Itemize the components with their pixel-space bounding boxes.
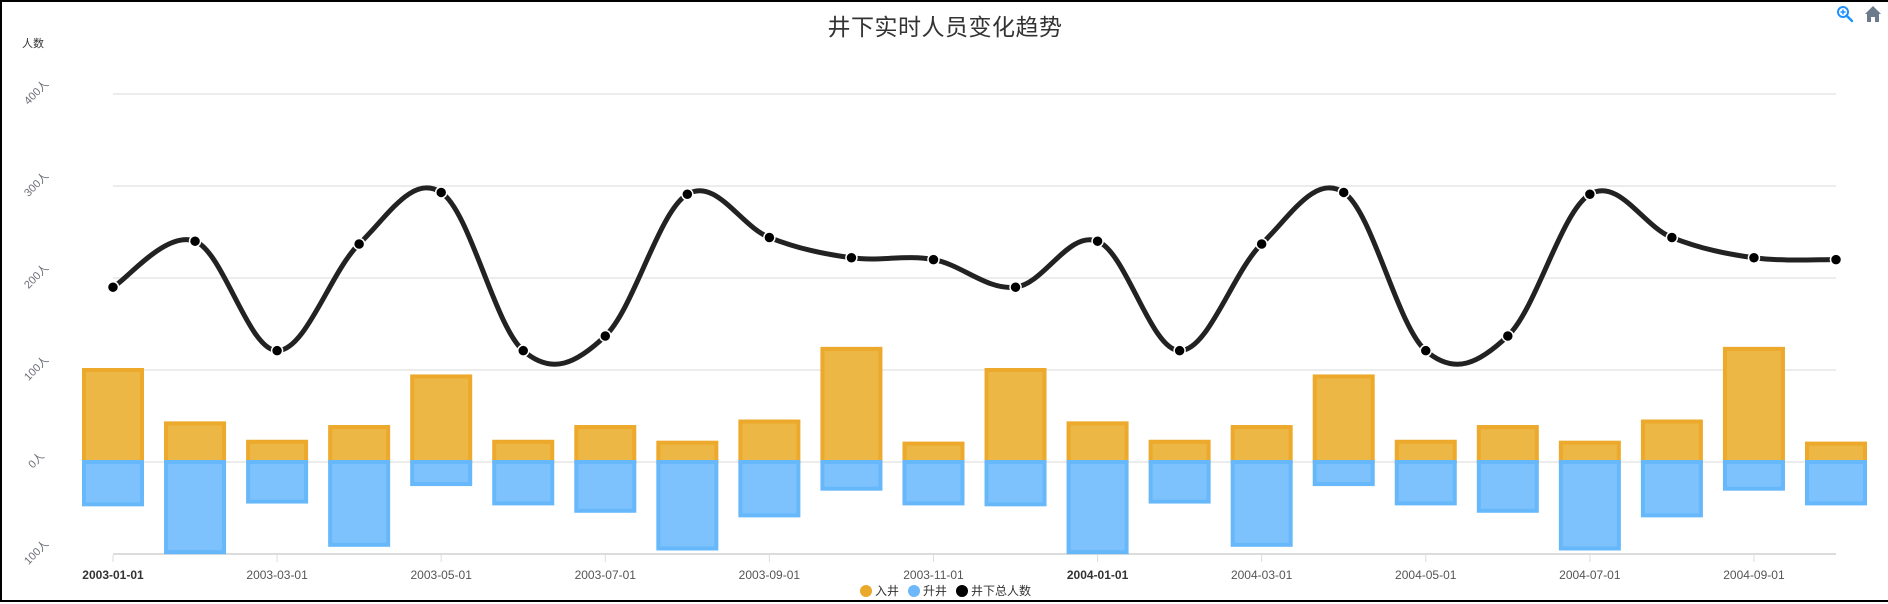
bar <box>738 419 801 464</box>
line-point <box>188 234 202 248</box>
line-point <box>681 188 694 201</box>
bar <box>1312 374 1375 464</box>
bar <box>574 425 637 465</box>
bar <box>328 425 391 465</box>
x-tick-label: 2004-03-01 <box>1230 568 1293 582</box>
bar <box>902 441 965 465</box>
bar <box>984 460 1047 507</box>
zoom-in-icon[interactable] <box>1836 5 1854 23</box>
legend-dot-icon <box>860 584 872 597</box>
bar <box>1476 425 1539 465</box>
bar <box>1066 460 1129 555</box>
x-tick-label: 2004-07-01 <box>1559 568 1621 582</box>
legend-item-in[interactable]: 入井 <box>860 582 899 599</box>
bar <box>1230 425 1293 465</box>
line-point <box>1255 237 1268 251</box>
line-point <box>516 344 530 357</box>
bar <box>410 374 473 464</box>
line-point <box>1173 344 1186 357</box>
x-tick-label: 2003-11-01 <box>903 568 964 582</box>
line-point <box>927 253 940 266</box>
bar <box>246 460 309 504</box>
line-point <box>599 329 612 343</box>
legend-label: 入井 <box>875 584 900 598</box>
bar <box>1066 421 1129 464</box>
bar <box>1230 460 1293 547</box>
line-point <box>106 280 120 294</box>
line-point <box>1337 186 1350 199</box>
line-point <box>1747 251 1761 265</box>
bar <box>1394 439 1457 465</box>
x-tick-label: 2003-07-01 <box>574 568 636 582</box>
legend-dot-icon <box>956 584 969 597</box>
line-point <box>1829 253 1843 266</box>
x-tick-label: 2003-09-01 <box>738 568 801 582</box>
bar <box>820 346 883 464</box>
legend-item-total[interactable]: 井下总人数 <box>956 582 1031 599</box>
line-point <box>434 186 448 199</box>
bar <box>492 439 555 465</box>
chart-title: 井下实时人员变化趋势 <box>827 14 1063 40</box>
bar <box>82 368 144 464</box>
x-tick-label: 2004-05-01 <box>1395 568 1457 582</box>
x-tick-label: 2004-09-01 <box>1723 568 1785 582</box>
bar <box>1476 460 1539 513</box>
bar <box>820 460 883 491</box>
line-point <box>1009 280 1022 294</box>
bar <box>1148 439 1211 465</box>
bar <box>1558 460 1621 551</box>
line-point <box>1091 234 1104 248</box>
line-point <box>1665 231 1679 244</box>
line-point <box>270 344 284 357</box>
bar <box>1558 440 1621 464</box>
bar <box>902 460 965 506</box>
bar <box>164 421 227 464</box>
x-tick-label: 2003-01-01 <box>82 568 144 582</box>
bar <box>164 460 227 555</box>
bar <box>984 368 1047 464</box>
y-axis-label: 人数 <box>22 38 44 50</box>
bar <box>656 460 719 551</box>
bar <box>82 460 144 507</box>
legend-label: 井下总人数 <box>971 584 1032 598</box>
bar <box>574 460 637 513</box>
line-point <box>352 237 366 251</box>
bar <box>410 460 473 487</box>
bar <box>1312 460 1375 487</box>
legend: 入井 升井 井下总人数 <box>860 582 1031 599</box>
legend-item-out[interactable]: 升井 <box>908 582 947 599</box>
line-point <box>763 231 776 244</box>
total-line <box>111 185 1837 367</box>
bar <box>492 460 555 506</box>
line-point <box>1501 329 1515 343</box>
x-tick-label: 2003-05-01 <box>410 568 472 582</box>
line-point <box>845 251 858 265</box>
bar <box>1805 460 1867 506</box>
legend-dot-icon <box>908 584 921 597</box>
bar <box>656 440 719 464</box>
bar <box>1640 460 1703 518</box>
home-icon[interactable] <box>1864 5 1882 23</box>
bar <box>1148 460 1211 504</box>
bar <box>328 460 391 547</box>
chart-toolbox <box>1836 5 1882 23</box>
line-point <box>1583 188 1597 201</box>
bar <box>1722 346 1785 464</box>
legend-label: 升井 <box>923 584 948 598</box>
line-point <box>1419 344 1433 357</box>
bar <box>1805 441 1867 465</box>
bar <box>1394 460 1457 506</box>
bar <box>1722 460 1785 491</box>
bar <box>738 460 801 518</box>
x-tick-label: 2003-03-01 <box>246 568 308 582</box>
bar <box>246 439 309 465</box>
x-tick-label: 2004-01-01 <box>1066 568 1129 582</box>
bar <box>1640 419 1703 464</box>
